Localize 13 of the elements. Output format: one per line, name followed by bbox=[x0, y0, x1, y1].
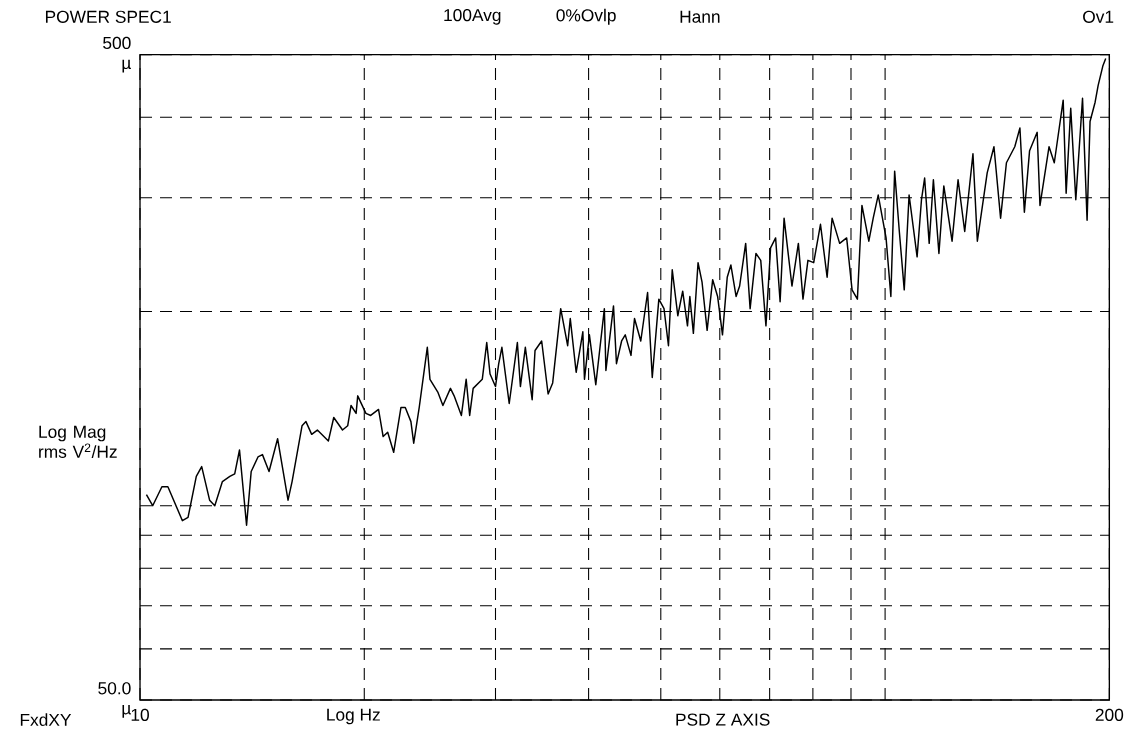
y-tick-label: 50.0 µ bbox=[98, 682, 131, 718]
x-tick-label: 200 bbox=[1095, 708, 1124, 721]
y-tick-label: 500 µ bbox=[103, 36, 131, 73]
text: 0%Ovlp bbox=[556, 8, 616, 25]
text: PSD Z AXIS bbox=[676, 713, 770, 726]
chart-title: POWER SPEC1 bbox=[45, 10, 171, 23]
text: Ov1 bbox=[1083, 10, 1114, 23]
text: 100Avg bbox=[444, 8, 501, 25]
text: Hann bbox=[680, 10, 720, 23]
y-axis-title: Log Mag rms V$^{2}$/Hz bbox=[39, 425, 117, 458]
text: FxdXY bbox=[20, 713, 72, 726]
x-axis-title: Log Hz bbox=[327, 708, 380, 725]
x-tick-label: 10 bbox=[131, 708, 149, 721]
